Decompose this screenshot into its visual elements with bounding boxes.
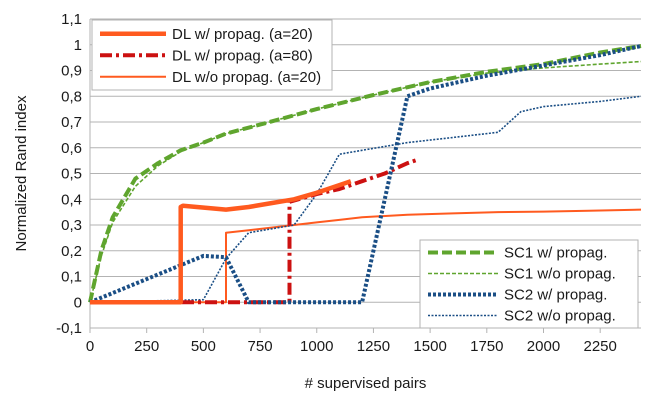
y-tick-label: 0,1	[61, 269, 82, 286]
y-tick-label: 0,9	[61, 63, 82, 80]
y-tick-label: 1	[74, 37, 82, 54]
y-tick-label: 0,8	[61, 88, 82, 105]
legend-label: DL w/o propag. (a=20)	[172, 69, 321, 86]
y-tick-label: 1,1	[61, 11, 82, 28]
x-tick-label: 0	[86, 338, 94, 355]
x-tick-label: 750	[248, 338, 273, 355]
y-tick-label: 0,7	[61, 114, 82, 131]
x-tick-label: 500	[191, 338, 216, 355]
series-line-5	[89, 44, 642, 305]
legend-box	[419, 239, 639, 329]
legend-bottom-right: SC1 w/ propag. SC1 w/o propag. SC2 w/ prop…	[419, 239, 639, 329]
series-line-3	[88, 44, 642, 303]
y-tick-label: 0,3	[61, 217, 82, 234]
x-tick-label: 1750	[470, 338, 503, 355]
legend-label: DL w/ propag. (a=80)	[172, 47, 313, 64]
y-tick-label: 0,2	[61, 243, 82, 260]
x-axis-label: # supervised pairs	[305, 375, 427, 392]
x-tick-label: 250	[134, 338, 159, 355]
y-tick-label: 0,5	[61, 166, 82, 183]
series-line-1	[90, 157, 420, 305]
series-layer	[88, 44, 642, 305]
y-tick-label: -0,1	[56, 320, 82, 337]
x-tick-label: 2250	[583, 338, 616, 355]
legend-label: SC2 w/ propag.	[504, 287, 607, 304]
x-tick-label: 2000	[527, 338, 560, 355]
x-tick-label: 1500	[413, 338, 446, 355]
y-tick-label: 0	[74, 294, 82, 311]
series-line-2	[90, 208, 642, 304]
legend-top-left: DL w/ propag. (a=20) DL w/ propag. (a=80)…	[91, 19, 333, 91]
legend-label: DL w/ propag. (a=20)	[172, 26, 313, 43]
y-tick-label: 0,6	[61, 140, 82, 157]
x-tick-label: 1250	[357, 338, 390, 355]
legend-label: SC2 w/o propag.	[504, 308, 616, 325]
legend-label: SC1 w/o propag.	[504, 266, 616, 283]
y-axis-label: Normalized Rand index	[13, 95, 30, 251]
legend-label: SC1 w/ propag.	[504, 245, 607, 262]
x-tick-label: 1000	[300, 338, 333, 355]
axes: -0,100,10,20,30,40,50,60,70,80,911,10 250…	[56, 11, 617, 355]
series-line-0	[90, 179, 352, 305]
series-line-6	[89, 95, 642, 304]
y-tick-label: 0,4	[61, 191, 82, 208]
